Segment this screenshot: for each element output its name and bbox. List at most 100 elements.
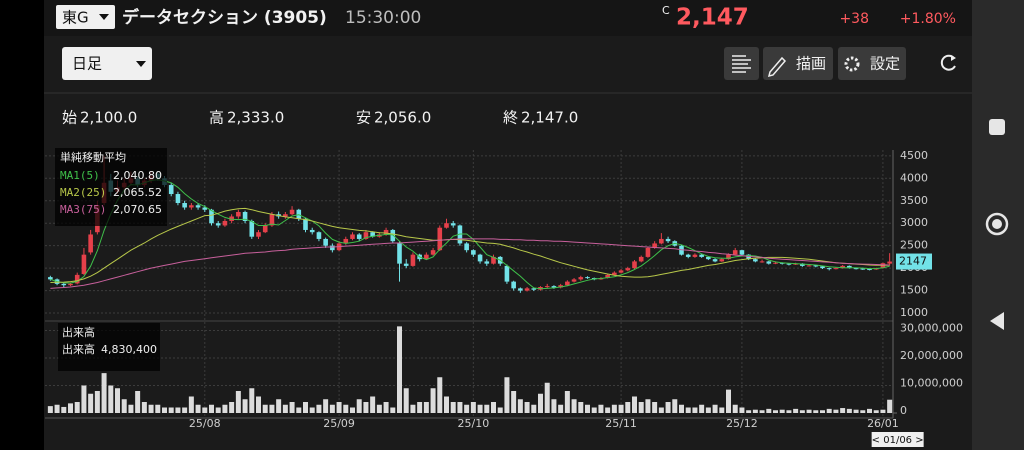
- volume-bar: [262, 404, 268, 413]
- volume-bar: [793, 408, 799, 413]
- candle-body: [222, 220, 228, 226]
- legend-readout: 2,065.52: [113, 186, 162, 199]
- volume-bar: [168, 407, 174, 413]
- y-tick-label: 3500: [900, 194, 928, 207]
- volume-bar: [712, 404, 718, 413]
- volume-bar: [746, 410, 752, 413]
- volume-bar: [61, 406, 67, 413]
- volume-bar: [235, 391, 241, 413]
- volume-bar: [497, 407, 503, 413]
- candle-body: [397, 243, 402, 264]
- candle-body: [491, 256, 496, 264]
- volume-bar: [108, 385, 114, 413]
- candle-body: [81, 254, 87, 274]
- volume-bar: [397, 326, 402, 413]
- candle-body: [504, 265, 510, 282]
- volume-bar: [444, 396, 449, 413]
- candle-body: [256, 232, 261, 237]
- volume-bar: [558, 404, 564, 413]
- pencil-icon: [767, 56, 787, 78]
- volume-bar: [249, 388, 255, 413]
- volume-bar: [511, 391, 517, 413]
- volume-bar: [759, 410, 765, 413]
- candle-body: [262, 225, 268, 233]
- stock-name: データセクション (3905): [122, 7, 327, 28]
- volume-bar: [873, 410, 879, 413]
- volume-bar: [538, 393, 543, 413]
- volume-bar: [464, 404, 470, 413]
- candle-body: [625, 268, 631, 271]
- chart: 10001500200025003000350040004500単純移動平均MA…: [45, 148, 963, 447]
- volume-bar: [54, 404, 60, 413]
- volume-bar: [611, 404, 617, 413]
- y-tick-label: 2500: [900, 239, 928, 252]
- candle-body: [524, 288, 530, 291]
- candle-body: [793, 263, 798, 265]
- legend-entry: MA1(5): [60, 169, 100, 182]
- nav-home-dot: [992, 219, 1002, 229]
- volume-bar: [403, 388, 409, 413]
- volume-bar: [551, 399, 557, 413]
- refresh-arrow: [951, 55, 956, 61]
- candle-body: [692, 254, 698, 257]
- volume-bar: [47, 406, 53, 413]
- candle-body: [444, 223, 449, 228]
- candle-body: [189, 205, 194, 208]
- volume-legend-label: 出来高: [62, 342, 95, 356]
- candle-body: [800, 263, 805, 266]
- volume-bar: [376, 404, 382, 413]
- legend-entry: MA3(75): [60, 203, 106, 216]
- volume-bar: [182, 407, 188, 413]
- volume-bar: [846, 408, 852, 413]
- nav-recent[interactable]: [989, 119, 1005, 135]
- volume-bar: [343, 404, 349, 413]
- y-tick-label: 4000: [900, 171, 928, 184]
- x-tick-label: 25/12: [726, 417, 758, 430]
- candle-body: [565, 281, 570, 286]
- legend-box: [55, 148, 167, 226]
- candle-body: [236, 211, 241, 217]
- volume-bar: [531, 404, 537, 413]
- ohlc-value: 2,147.0: [521, 109, 578, 127]
- candle-body: [289, 209, 295, 215]
- refresh-icon[interactable]: [940, 54, 956, 71]
- market-select[interactable]: [56, 5, 115, 29]
- volume-bar: [517, 399, 523, 413]
- volume-bar: [356, 399, 362, 413]
- candle-body: [182, 203, 187, 208]
- volume-bar: [316, 404, 322, 413]
- settings-button[interactable]: [838, 47, 906, 80]
- draw-button[interactable]: [763, 47, 833, 80]
- volume-bar: [215, 407, 221, 413]
- volume-bar: [115, 388, 120, 413]
- price-prefix: C: [662, 4, 670, 17]
- nav-home[interactable]: [985, 212, 1009, 236]
- volume-bar: [269, 404, 275, 413]
- candle-body: [68, 283, 73, 286]
- candle-body: [215, 223, 221, 226]
- candle-body: [363, 232, 369, 239]
- volume-bar: [88, 393, 94, 413]
- candle-body: [370, 232, 375, 237]
- volume-bar: [370, 396, 376, 413]
- volume-bar: [350, 407, 355, 413]
- volume-bar: [571, 399, 577, 413]
- volume-bar: [672, 399, 678, 413]
- nav-back[interactable]: [990, 312, 1004, 330]
- volume-bar: [826, 408, 832, 413]
- volume-bar: [101, 373, 107, 413]
- volume-bar: [363, 402, 369, 413]
- candle-body: [350, 234, 355, 239]
- legend-box: [58, 323, 160, 371]
- price: 2,147: [676, 5, 749, 31]
- candle-body: [249, 220, 255, 237]
- period-select[interactable]: [62, 47, 152, 80]
- candle-body: [477, 254, 483, 262]
- candle-body: [343, 238, 349, 244]
- x-tick-label: 25/10: [458, 417, 490, 430]
- legend-readout: 2,040.80: [113, 169, 162, 182]
- candle-body: [578, 277, 584, 280]
- candle-body: [766, 261, 772, 264]
- ma-line: [50, 238, 890, 289]
- volume-bar: [289, 402, 295, 413]
